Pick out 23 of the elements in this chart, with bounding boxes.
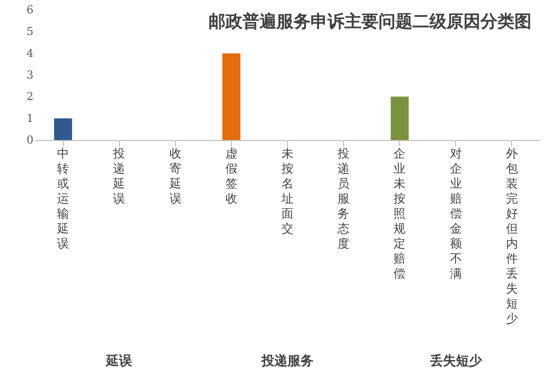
category-label: 企业未按照规定赔偿	[394, 146, 406, 280]
x-tick-label: 未按名址面交	[280, 146, 294, 236]
x-tick-label: 投递员服务态度	[336, 146, 350, 250]
bar	[390, 96, 409, 140]
text: 丢失短少	[428, 352, 484, 370]
text: 投递服务	[260, 352, 314, 370]
category-label: 外包装完好但内件丢失短少	[506, 146, 518, 326]
text: 延误	[104, 353, 134, 370]
category-label: 对企业赔偿金额不满	[450, 146, 462, 280]
y-tick-label: 6	[26, 4, 34, 16]
y-tick-label: 3	[26, 68, 34, 82]
x-tick-label: 收寄延误	[168, 146, 182, 206]
bar	[222, 53, 240, 140]
y-tick-label: 0	[26, 134, 34, 146]
bar	[54, 118, 72, 140]
x-tick-label: 中转或运输延误	[56, 146, 70, 250]
x-tick-label: 虚假签收	[225, 146, 238, 206]
y-tick-label: 2	[26, 90, 34, 104]
y-tick-label: 4	[26, 46, 34, 60]
y-tick-label: 5	[26, 25, 34, 38]
x-tick-label: 投递延误	[112, 146, 126, 206]
y-tick-label: 1	[26, 112, 34, 125]
chart-title: 邮政普遍服务申诉主要问题二级原因分类图	[208, 11, 532, 32]
